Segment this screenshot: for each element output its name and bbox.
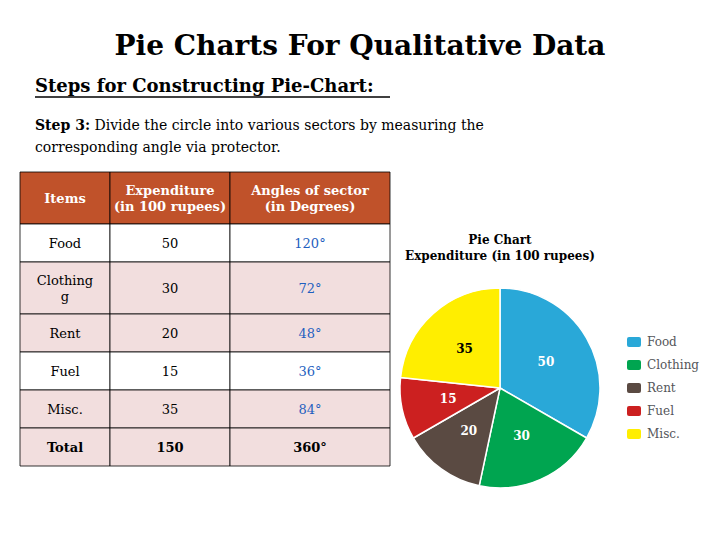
svg-text:Rent: Rent bbox=[647, 381, 676, 395]
svg-text:Fuel: Fuel bbox=[50, 364, 79, 379]
svg-text:Fuel: Fuel bbox=[647, 404, 674, 418]
svg-text:50: 50 bbox=[162, 236, 179, 251]
svg-text:Expenditure (in 100 rupees): Expenditure (in 100 rupees) bbox=[405, 249, 595, 263]
svg-text:Rent: Rent bbox=[49, 326, 81, 341]
svg-text:Clothing: Clothing bbox=[647, 358, 699, 372]
svg-text:20: 20 bbox=[460, 424, 477, 438]
svg-text:72°: 72° bbox=[298, 281, 321, 296]
svg-text:120°: 120° bbox=[294, 236, 325, 251]
svg-text:360°: 360° bbox=[293, 440, 327, 455]
svg-text:Divide the circle into various: Divide the circle into various sectors b… bbox=[90, 117, 484, 133]
svg-text:50: 50 bbox=[538, 355, 555, 369]
svg-text:30: 30 bbox=[513, 429, 530, 443]
svg-text:Clothing: Clothing bbox=[37, 273, 93, 288]
svg-text:Total: Total bbox=[47, 440, 83, 455]
svg-text:Angles of sector: Angles of sector bbox=[250, 183, 369, 198]
svg-text:15: 15 bbox=[440, 392, 457, 406]
svg-text:Misc.: Misc. bbox=[647, 427, 680, 441]
svg-text:20: 20 bbox=[162, 326, 179, 341]
svg-text:36°: 36° bbox=[298, 364, 321, 379]
svg-text:(in Degrees): (in Degrees) bbox=[265, 199, 356, 214]
svg-text:150: 150 bbox=[156, 440, 183, 455]
svg-text:Food: Food bbox=[647, 335, 677, 349]
svg-text:35: 35 bbox=[456, 342, 473, 356]
svg-text:Pie Charts For Qualitative Dat: Pie Charts For Qualitative Data bbox=[115, 29, 606, 62]
svg-text:35: 35 bbox=[162, 402, 179, 417]
svg-text:48°: 48° bbox=[298, 326, 321, 341]
svg-text:84°: 84° bbox=[298, 402, 321, 417]
svg-text:Items: Items bbox=[44, 191, 85, 206]
svg-text:Expenditure: Expenditure bbox=[125, 183, 214, 198]
svg-text:Steps for Constructing Pie-Cha: Steps for Constructing Pie-Chart: bbox=[35, 75, 374, 96]
svg-text:Misc.: Misc. bbox=[47, 402, 83, 417]
svg-text:g: g bbox=[61, 289, 69, 304]
svg-text:30: 30 bbox=[162, 281, 179, 296]
svg-text:(in 100 rupees): (in 100 rupees) bbox=[114, 199, 226, 214]
svg-text:Food: Food bbox=[49, 236, 81, 251]
svg-text:15: 15 bbox=[162, 364, 179, 379]
svg-text:Pie Chart: Pie Chart bbox=[468, 233, 532, 247]
svg-text:corresponding angle via protec: corresponding angle via protector. bbox=[35, 139, 281, 155]
svg-text:Step 3:: Step 3: bbox=[35, 117, 90, 133]
